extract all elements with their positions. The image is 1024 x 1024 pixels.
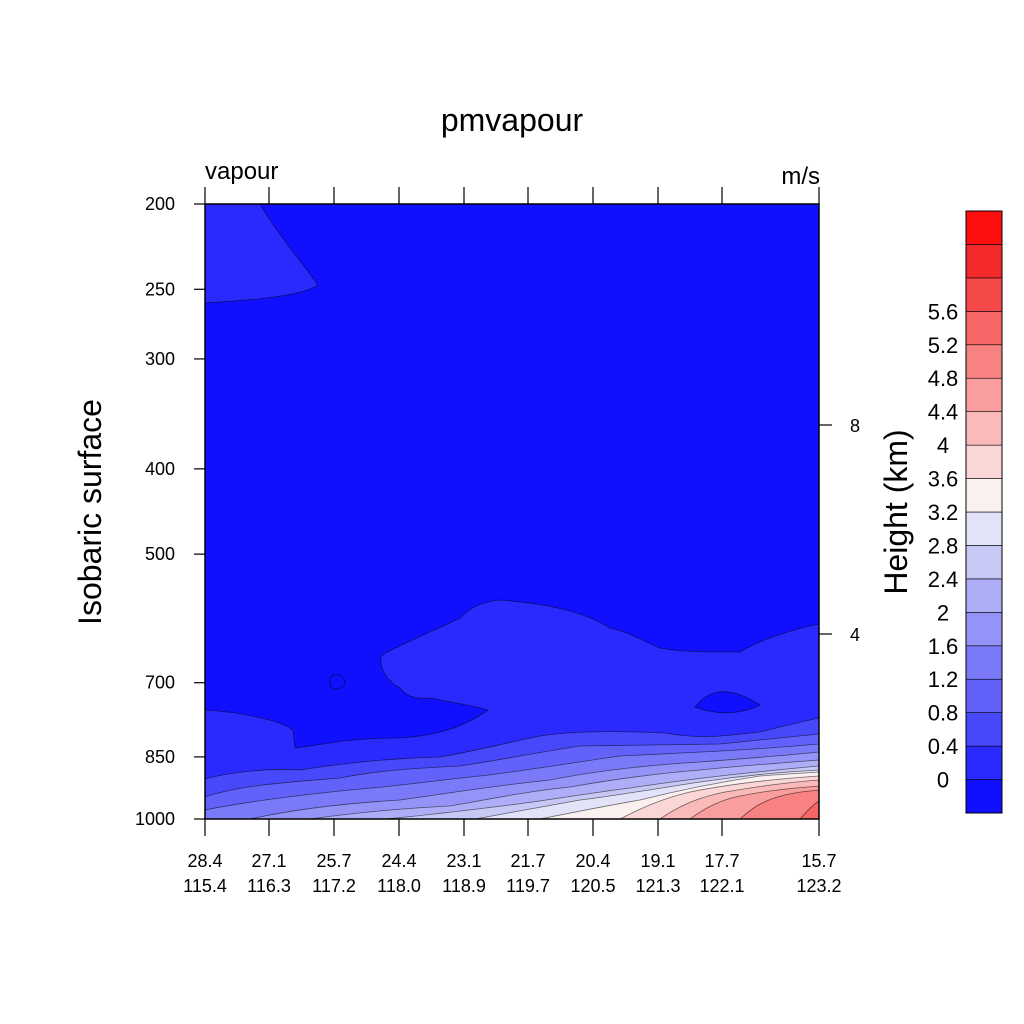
- colorbar-label: 0.4: [928, 734, 959, 759]
- bottom-axis: 28.4 115.4 27.1 116.3 25.7 117.2 24.4 118.0 23.1…: [183, 819, 842, 896]
- right-tick-label: 4: [850, 625, 860, 645]
- colorbar-swatch: [965, 578, 1003, 613]
- colorbar-swatch: [965, 678, 1003, 713]
- y-tick-label: 1000: [135, 809, 175, 829]
- colorbar-swatch: [965, 745, 1003, 780]
- y-tick-label: 500: [145, 544, 175, 564]
- colorbar-label: 4: [937, 433, 949, 458]
- x-tick-label-lon: 120.5: [570, 876, 615, 896]
- x-tick-label-lat: 23.1: [446, 851, 481, 871]
- y-tick-label: 850: [145, 747, 175, 767]
- colorbar: 0 0.4 0.8 1.2 1.6 2 2.4 2.8 3.2 3.6 4 4.4 4.8 5.2 5.6: [928, 210, 1003, 814]
- x-tick-label-lat: 21.7: [510, 851, 545, 871]
- x-tick-label-lat: 25.7: [316, 851, 351, 871]
- x-tick-label-lat: 15.7: [801, 851, 836, 871]
- x-tick-label-lon: 123.2: [796, 876, 841, 896]
- x-tick-label-lon: 121.3: [635, 876, 680, 896]
- plot-border: [204, 203, 820, 820]
- left-string: vapour: [205, 158, 278, 185]
- colorbar-label: 3.6: [928, 467, 959, 492]
- x-tick-label-lat: 17.7: [704, 851, 739, 871]
- contour-island-2: [694, 691, 761, 714]
- colorbar-swatch: [965, 411, 1003, 446]
- colorbar-swatch: [965, 545, 1003, 580]
- y-axis-title: Isobaric surface: [72, 399, 108, 625]
- colorbar-label: 1.6: [928, 634, 959, 659]
- right-axis: 84: [819, 416, 860, 645]
- x-tick-label-lon: 115.4: [183, 876, 227, 896]
- right-axis-title: Height (km): [878, 429, 914, 594]
- x-tick-label-lat: 28.4: [187, 851, 222, 871]
- colorbar-swatch: [965, 277, 1003, 312]
- colorbar-label: 1.2: [928, 667, 959, 692]
- colorbar-swatch: [965, 244, 1003, 279]
- colorbar-label: 2.8: [928, 533, 959, 558]
- x-tick-label-lon: 117.2: [312, 876, 356, 896]
- colorbar-label: 2.4: [928, 567, 959, 592]
- colorbar-swatch: [965, 511, 1003, 546]
- x-tick-label-lon: 118.0: [377, 876, 421, 896]
- x-tick-label-lon: 119.7: [506, 876, 550, 896]
- colorbar-swatch: [965, 478, 1003, 513]
- x-tick-label-lat: 24.4: [381, 851, 416, 871]
- y-tick-label: 400: [145, 459, 175, 479]
- chart-title: pmvapour: [441, 102, 584, 138]
- colorbar-label: 5.2: [928, 333, 959, 358]
- contour-plot-area: [205, 204, 819, 819]
- colorbar-border: [965, 210, 1003, 814]
- contour-island-1: [329, 674, 346, 690]
- colorbar-swatch: [965, 210, 1003, 245]
- y-tick-label: 250: [145, 279, 175, 299]
- right-string: m/s: [781, 163, 820, 190]
- y-tick-label: 300: [145, 349, 175, 369]
- x-tick-label-lon: 122.1: [699, 876, 744, 896]
- colorbar-swatch: [965, 377, 1003, 412]
- colorbar-swatch: [965, 612, 1003, 647]
- colorbar-label: 0: [937, 768, 949, 793]
- x-tick-label-lat: 19.1: [640, 851, 675, 871]
- colorbar-label: 4.8: [928, 366, 959, 391]
- colorbar-label: 4.4: [928, 400, 959, 425]
- colorbar-label: 5.6: [928, 299, 959, 324]
- colorbar-swatch: [965, 779, 1003, 814]
- contour-band-13: [739, 789, 819, 819]
- x-tick-label-lon: 118.9: [442, 876, 486, 896]
- colorbar-swatch: [965, 712, 1003, 747]
- x-tick-label-lat: 27.1: [251, 851, 286, 871]
- x-tick-label-lon: 116.3: [247, 876, 291, 896]
- contour-band-14: [799, 800, 819, 819]
- colorbar-label: 2: [937, 600, 949, 625]
- colorbar-swatch: [965, 344, 1003, 379]
- colorbar-label: 0.8: [928, 701, 959, 726]
- contour-patch-top-left: [205, 204, 319, 304]
- colorbar-swatch: [965, 444, 1003, 479]
- colorbar-swatch: [965, 645, 1003, 680]
- y-tick-label: 700: [145, 673, 175, 693]
- right-tick-label: 8: [850, 416, 860, 436]
- x-tick-label-lat: 20.4: [575, 851, 610, 871]
- colorbar-label: 3.2: [928, 500, 959, 525]
- left-axis: 200 250 300 400 500 700 850 1000: [135, 194, 205, 829]
- top-axis: [204, 187, 820, 204]
- y-tick-label: 200: [145, 194, 175, 214]
- colorbar-swatch: [965, 311, 1003, 346]
